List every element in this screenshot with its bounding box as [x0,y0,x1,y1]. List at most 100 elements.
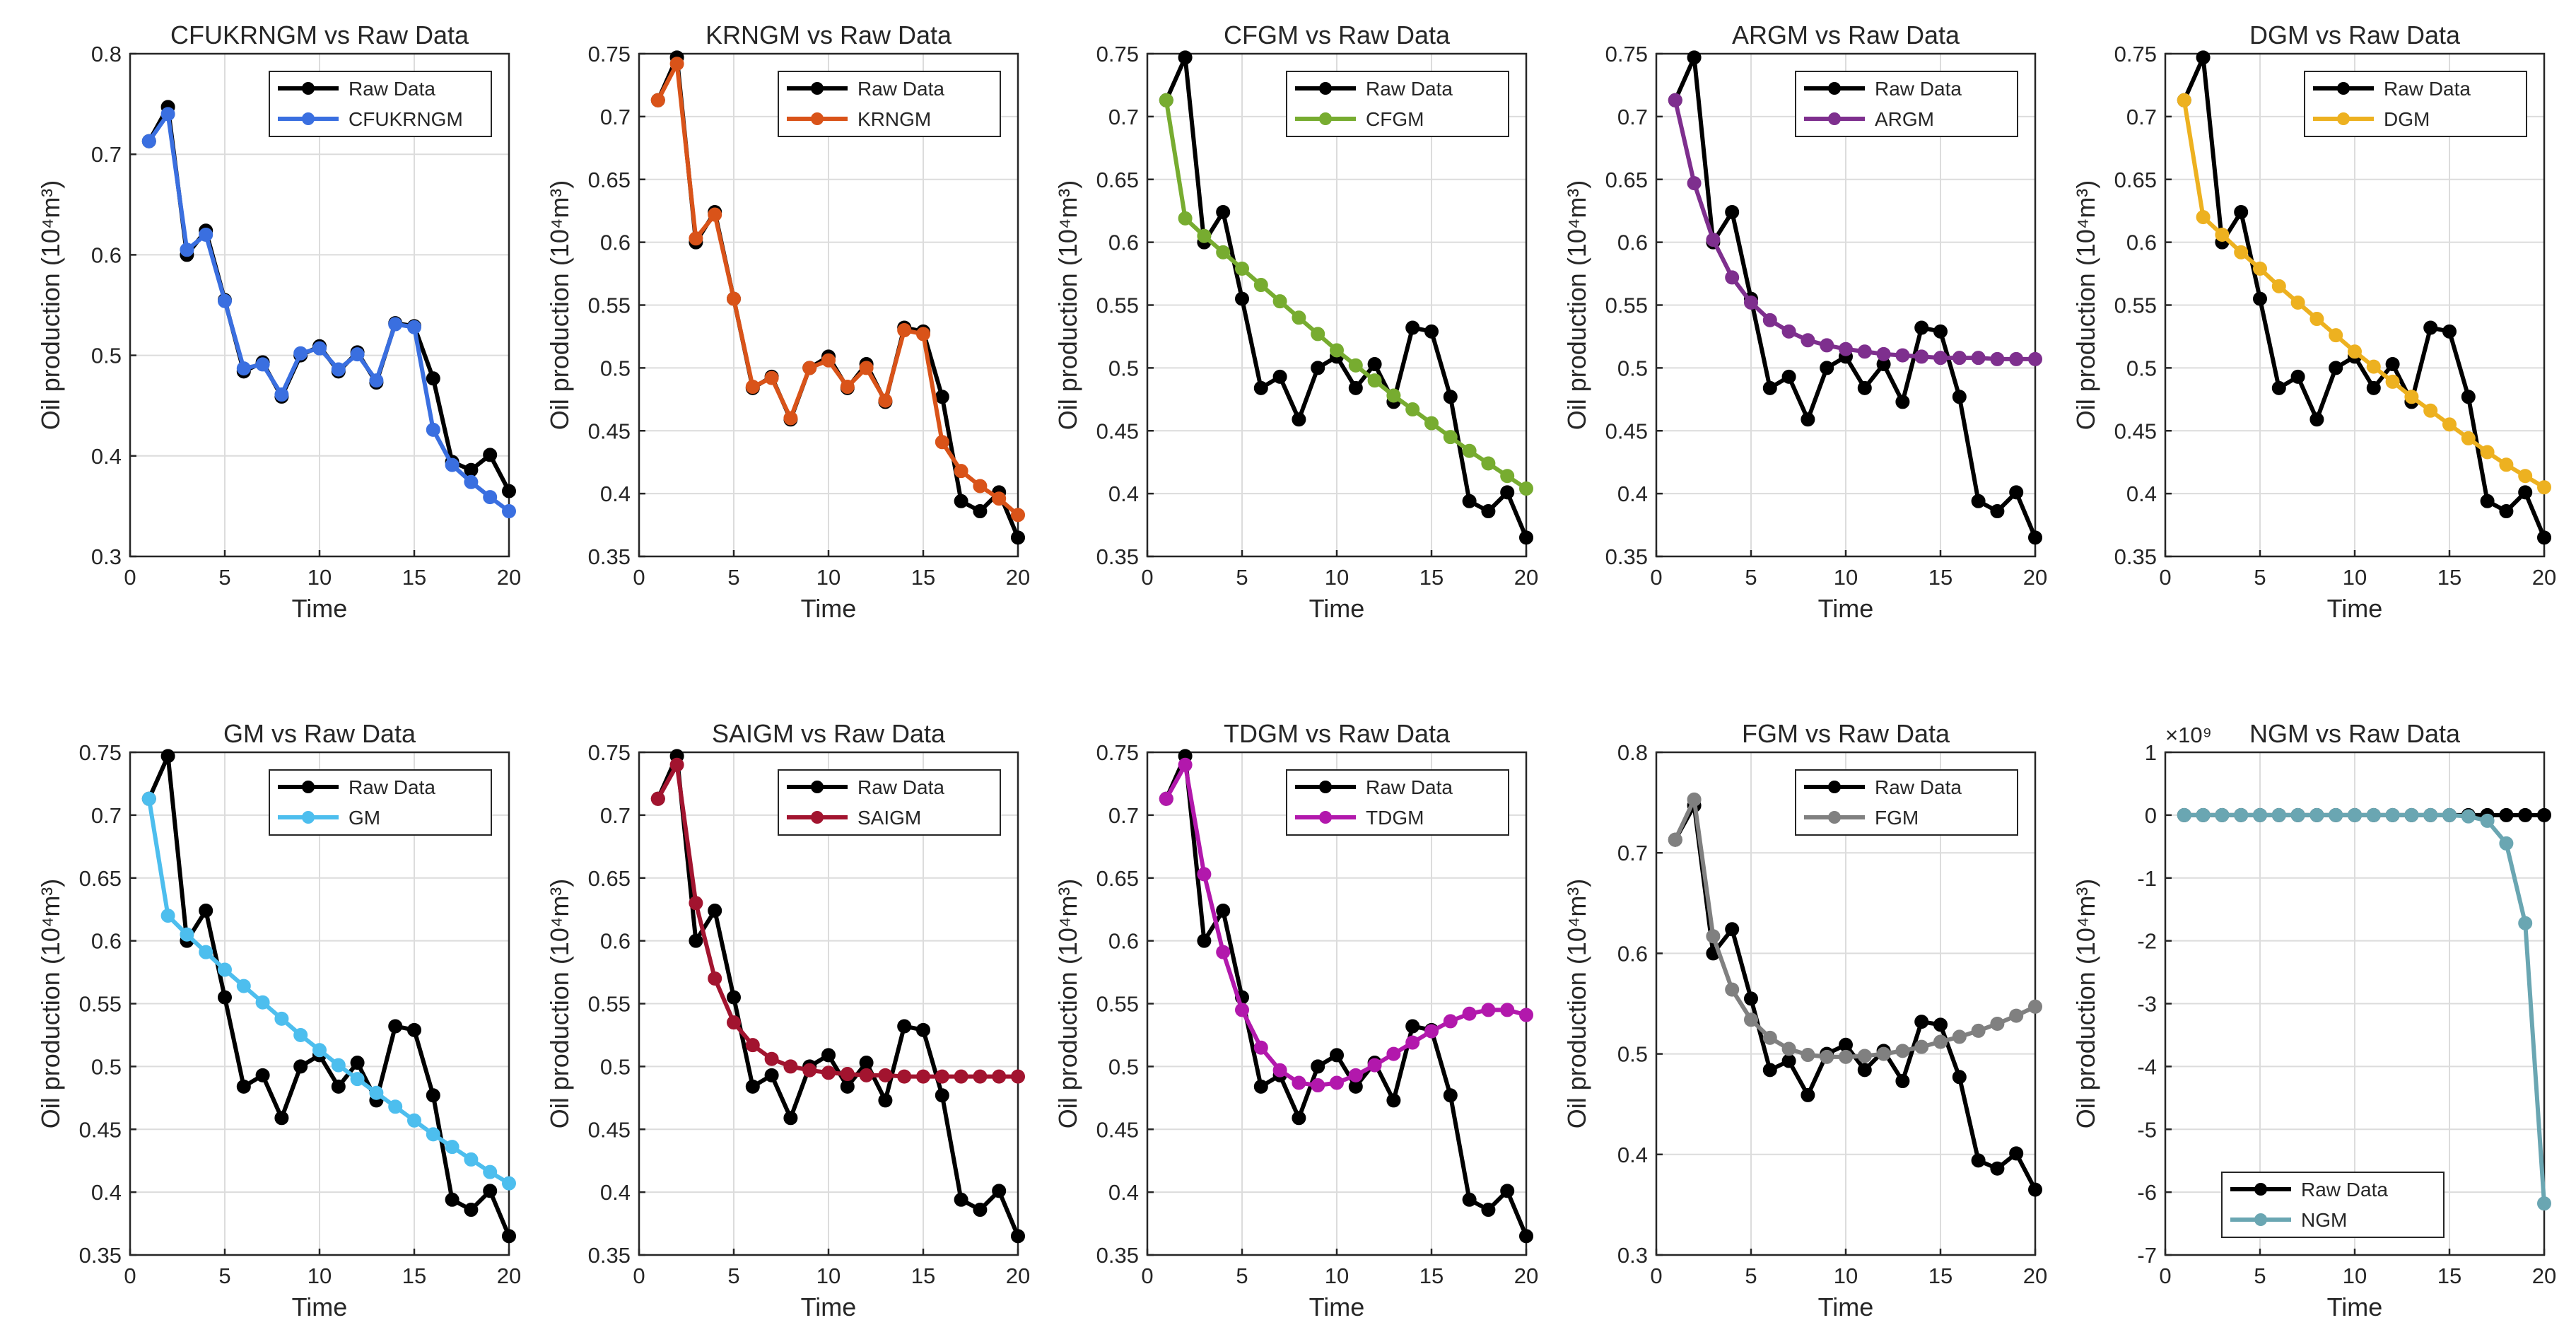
data-point [2423,807,2438,822]
y-tick-label: 0.55 [1096,992,1139,1017]
y-tick-label: 0.6 [600,230,631,255]
data-point [502,1176,516,1191]
legend: Raw Data NGM [2221,1172,2445,1238]
x-axis-label: Time [1309,1292,1365,1321]
data-point [464,1203,479,1218]
x-tick-label: 5 [1236,1263,1248,1288]
data-point [1367,373,1382,388]
data-point [388,1019,403,1034]
data-point [1839,1037,1853,1052]
legend: Raw Data TDGM [1286,769,1509,836]
data-point [2499,807,2514,822]
x-tick-label: 20 [497,565,521,590]
data-point [1292,1075,1306,1090]
legend-box [1286,769,1509,836]
data-point [669,757,684,772]
chart-panel: 0 5 10 15 20 0.35 0.4 0.45 0.5 0.55 0.6 0.65 0.7 0.75… [1053,21,1538,623]
y-axis-label: Oil production (10⁴m³) [1053,180,1082,431]
y-tick-label: 0.55 [79,992,122,1017]
data-point [2028,999,2042,1014]
data-point [1405,1019,1420,1034]
y-tick-label: 0.35 [588,544,631,569]
data-point [745,1038,760,1053]
y-tick-label: 0.3 [1617,1243,1648,1268]
y-tick-label: 0.75 [588,42,631,66]
chart-panel: 0 5 10 15 20 0.35 0.4 0.45 0.5 0.55 0.6 0.65 0.7 0.75… [545,21,1030,623]
data-point [1725,270,1740,285]
data-point [1668,93,1682,107]
data-point [1253,278,1268,293]
data-point [1386,1093,1401,1108]
data-point [1781,324,1796,339]
data-point [1952,390,1967,404]
data-point [1462,1192,1477,1207]
data-point [689,896,703,911]
data-point [1405,320,1420,335]
data-point [1857,344,1872,359]
data-point [1933,1034,1948,1049]
legend-marker [302,82,315,95]
y-tick-label: -1 [2137,866,2157,891]
x-tick-label: 5 [727,565,739,590]
data-point [1367,357,1382,372]
x-tick-label: 0 [2159,565,2171,590]
data-point [1424,416,1439,431]
x-tick-label: 0 [1650,1263,1662,1288]
x-axis-label: Time [1309,594,1365,623]
data-point [1762,1063,1777,1078]
data-point [160,107,175,122]
legend-marker [1828,811,1841,824]
data-point [1801,1048,1815,1063]
y-tick-label: 0.55 [588,293,631,318]
x-tick-label: 10 [816,1263,841,1288]
data-point [916,1022,930,1037]
y-tick-label: 0.7 [2126,105,2157,129]
legend-box [778,71,1001,137]
data-point [2329,361,2343,375]
data-point [1914,349,1929,364]
data-point [1330,1075,1344,1090]
data-point [650,93,665,107]
data-point [199,945,213,959]
x-axis-label: Time [292,1292,348,1321]
x-tick-label: 0 [124,565,136,590]
data-point [1857,1063,1872,1078]
legend-marker [2337,82,2350,95]
data-point [2461,431,2476,445]
x-tick-label: 15 [1928,565,1953,590]
data-point [840,1079,855,1094]
x-tick-label: 10 [2343,1263,2367,1288]
data-point [2518,916,2533,930]
y-tick-label: 0.6 [1108,230,1139,255]
y-tick-label: 0.45 [1096,419,1139,443]
data-point [992,1184,1007,1198]
data-point [2253,291,2267,306]
legend-label: ARGM [1875,108,1934,130]
axes-box [638,751,1019,1256]
data-point [764,370,779,385]
x-axis-label: Time [1818,1292,1874,1321]
legend-box [1286,71,1509,137]
data-point [2253,807,2267,822]
data-point [1820,1049,1834,1064]
data-point [1519,1229,1533,1244]
data-point [1820,361,1834,375]
x-tick-label: 0 [1650,565,1662,590]
legend-marker [1828,112,1841,125]
data-point [2290,295,2305,310]
data-point [1895,1073,1910,1088]
data-point [897,1019,912,1034]
data-point [1500,469,1515,484]
y-tick-label: 0.5 [2126,356,2157,380]
data-point [1216,245,1231,259]
x-tick-label: 5 [2254,1263,2266,1288]
data-point [727,291,741,306]
data-point [1462,1006,1477,1021]
y-tick-label: 0.8 [1617,740,1648,765]
y-tick-label: -6 [2137,1180,2157,1205]
data-point [840,1067,855,1082]
y-axis-label: Oil production (10⁴m³) [545,879,574,1129]
data-point [878,393,893,408]
legend-box [2304,71,2527,137]
x-tick-label: 10 [308,1263,332,1288]
